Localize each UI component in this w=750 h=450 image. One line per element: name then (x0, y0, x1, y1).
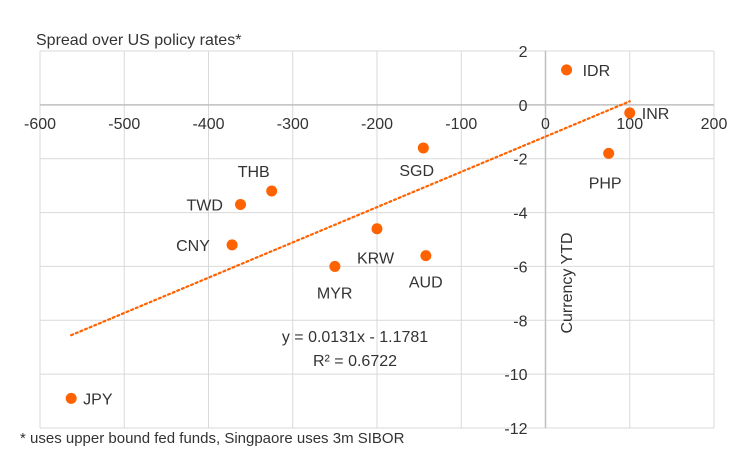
point-label-sgd: SGD (399, 163, 434, 180)
y-tick-label: -4 (513, 206, 527, 223)
x-tick-label: -500 (108, 116, 140, 133)
x-tick-label: 200 (701, 116, 728, 133)
y-tick-label: -8 (513, 313, 527, 330)
point-label-myr: MYR (317, 285, 353, 302)
point-label-krw: KRW (357, 251, 395, 268)
data-point-jpy (65, 392, 77, 404)
point-label-jpy: JPY (83, 391, 113, 408)
y-tick-labels: 2 0 -2 -4 -6 -8 -10 -12 (504, 44, 527, 438)
point-label-php: PHP (589, 175, 622, 192)
data-point-cny (226, 239, 238, 251)
axes (40, 51, 714, 428)
data-point-idr (561, 64, 573, 76)
x-tick-label: -400 (192, 116, 224, 133)
chart-title: Spread over US policy rates* (36, 32, 241, 49)
data-point-sgd (417, 142, 429, 154)
x-tick-label: -600 (24, 116, 56, 133)
x-tick-label: -100 (445, 116, 477, 133)
data-point-krw (371, 223, 383, 235)
data-point-twd (235, 198, 247, 210)
data-point-inr (624, 107, 636, 119)
x-tick-label: -200 (361, 116, 393, 133)
y-tick-label: 0 (519, 98, 528, 115)
data-point-myr (329, 260, 341, 272)
y-tick-label: -10 (504, 367, 527, 384)
y-axis-label: Currency YTD (559, 232, 576, 333)
x-tick-labels: -600 -500 -400 -300 -200 -100 0 100 200 (24, 116, 727, 133)
y-tick-label: -6 (513, 259, 527, 276)
data-point-thb (266, 185, 278, 197)
point-label-inr: INR (642, 106, 670, 123)
trendline (70, 100, 631, 337)
footnote: * uses upper bound fed funds, Singpaore … (20, 430, 405, 447)
x-tick-label: 0 (541, 116, 550, 133)
y-tick-label: -12 (504, 421, 527, 438)
trendline-equation: y = 0.0131x - 1.1781 (282, 329, 428, 346)
grid-lines (39, 50, 715, 429)
y-tick-label: 2 (519, 44, 528, 61)
data-points (65, 64, 636, 404)
data-point-aud (420, 250, 432, 262)
x-tick-label: 100 (616, 116, 643, 133)
point-label-cny: CNY (176, 238, 210, 255)
point-label-twd: TWD (187, 197, 223, 214)
point-label-thb: THB (238, 164, 270, 181)
x-tick-label: -300 (277, 116, 309, 133)
point-label-aud: AUD (409, 275, 443, 292)
trendline-r-squared: R² = 0.6722 (313, 353, 397, 370)
data-point-php (603, 147, 615, 159)
y-tick-label: -2 (513, 152, 527, 169)
trendline-group (70, 100, 631, 337)
point-label-idr: IDR (583, 63, 611, 80)
